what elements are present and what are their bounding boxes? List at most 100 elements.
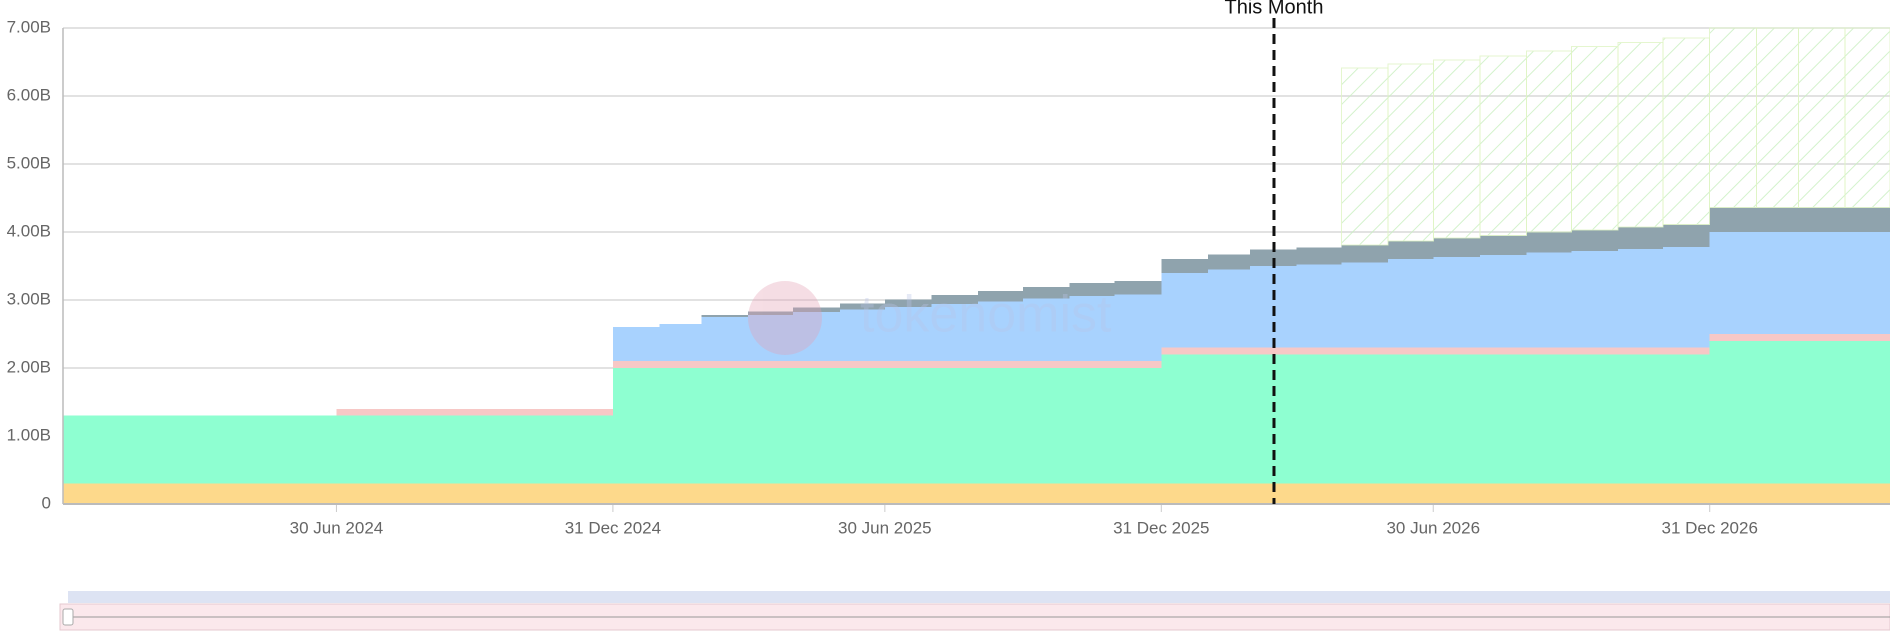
area-step bbox=[429, 415, 475, 484]
area-step bbox=[1161, 259, 1208, 273]
area-step bbox=[474, 415, 522, 484]
area-step bbox=[1618, 347, 1664, 355]
area-step bbox=[612, 327, 660, 362]
area-step bbox=[1755, 27, 1799, 209]
area-step bbox=[1479, 55, 1527, 236]
area-step bbox=[659, 483, 702, 504]
area-step bbox=[1388, 347, 1434, 355]
area-step bbox=[793, 361, 840, 368]
area-step bbox=[1341, 483, 1389, 504]
area-step bbox=[748, 483, 794, 504]
area-step bbox=[1526, 354, 1572, 484]
area-step bbox=[978, 368, 1024, 484]
area-step bbox=[1526, 483, 1572, 504]
area-step bbox=[566, 415, 613, 484]
area-step bbox=[1341, 244, 1389, 263]
area-step bbox=[1433, 238, 1480, 258]
navigator-bar bbox=[68, 591, 1890, 603]
y-tick-label: 5.00B bbox=[7, 153, 51, 172]
area-step bbox=[1433, 347, 1480, 355]
area-step bbox=[199, 483, 245, 504]
area-step bbox=[1479, 354, 1527, 484]
area-step bbox=[1618, 354, 1664, 484]
area-step bbox=[1114, 361, 1162, 368]
area-step bbox=[1663, 483, 1710, 504]
area-step bbox=[1479, 235, 1527, 256]
x-tick-label: 30 Jun 2026 bbox=[1386, 518, 1480, 537]
area-step bbox=[659, 361, 702, 368]
area-step bbox=[383, 408, 430, 416]
axes: 0 1.00B 2.00B 3.00B 4.00B 5.00B 6.00B 7.00B 30 J… bbox=[7, 0, 1890, 537]
navigator bbox=[59, 591, 1890, 631]
area-step bbox=[1023, 287, 1070, 299]
area-step bbox=[336, 483, 384, 504]
area-step bbox=[1571, 229, 1619, 252]
area-step bbox=[1296, 264, 1342, 348]
area-step bbox=[1296, 483, 1342, 504]
area-step bbox=[429, 408, 475, 416]
area-step bbox=[1479, 483, 1527, 504]
area-step bbox=[659, 368, 702, 484]
area-step bbox=[291, 483, 337, 504]
area-step bbox=[701, 483, 749, 504]
area-step bbox=[1709, 207, 1757, 232]
area-step bbox=[1525, 50, 1572, 233]
area-step bbox=[793, 483, 840, 504]
area-step bbox=[978, 301, 1024, 362]
area-step bbox=[1526, 232, 1572, 253]
y-tick-label: 4.00B bbox=[7, 221, 51, 240]
area-step bbox=[1798, 232, 1845, 334]
area-step bbox=[1207, 347, 1250, 355]
area-step bbox=[1662, 37, 1711, 226]
navigator-handle[interactable] bbox=[62, 608, 74, 626]
area-step bbox=[1618, 227, 1664, 249]
y-tick-label: 3.00B bbox=[7, 289, 51, 308]
area-step bbox=[839, 361, 885, 368]
area-step bbox=[1433, 483, 1480, 504]
area-step bbox=[1388, 483, 1434, 504]
area-step bbox=[1570, 45, 1619, 231]
area-step bbox=[1114, 280, 1162, 295]
area-step bbox=[521, 483, 567, 504]
watermark-logo bbox=[748, 281, 822, 355]
area-step bbox=[1798, 483, 1845, 504]
area-step bbox=[109, 483, 154, 504]
area-step bbox=[1069, 283, 1115, 296]
area-step bbox=[931, 295, 979, 305]
area-step bbox=[336, 408, 384, 416]
x-tick-label: 30 Jun 2025 bbox=[838, 518, 932, 537]
area-step bbox=[1433, 354, 1480, 484]
area-step bbox=[1341, 347, 1389, 355]
area-step bbox=[1709, 232, 1757, 334]
area-step bbox=[931, 368, 979, 484]
area-step bbox=[521, 415, 567, 484]
area-step bbox=[1161, 272, 1208, 348]
area-step bbox=[1069, 295, 1115, 362]
area-step bbox=[244, 483, 292, 504]
area-step bbox=[748, 314, 794, 362]
area-step bbox=[1388, 240, 1434, 260]
area-step bbox=[1341, 262, 1389, 348]
area-step bbox=[612, 368, 660, 484]
area-step bbox=[1114, 368, 1162, 484]
x-tick-label: 30 Jun 2024 bbox=[290, 518, 384, 537]
area-step bbox=[566, 408, 613, 416]
area-step bbox=[1023, 483, 1070, 504]
area-step bbox=[1663, 347, 1710, 355]
area-step bbox=[1571, 251, 1619, 348]
area-step bbox=[1023, 368, 1070, 484]
area-step bbox=[1341, 67, 1389, 246]
area-step bbox=[1571, 483, 1619, 504]
area-step bbox=[1844, 27, 1890, 209]
area-step bbox=[1526, 347, 1572, 355]
area-step bbox=[1207, 354, 1250, 484]
area-step bbox=[701, 368, 749, 484]
area-step bbox=[153, 483, 200, 504]
area-step bbox=[1023, 298, 1070, 362]
y-tick-label: 2.00B bbox=[7, 357, 51, 376]
area-step bbox=[429, 483, 475, 504]
watermark-group: tokenomist bbox=[748, 281, 1112, 355]
area-step bbox=[1114, 483, 1162, 504]
area-step bbox=[153, 415, 200, 484]
area-step bbox=[884, 306, 932, 362]
